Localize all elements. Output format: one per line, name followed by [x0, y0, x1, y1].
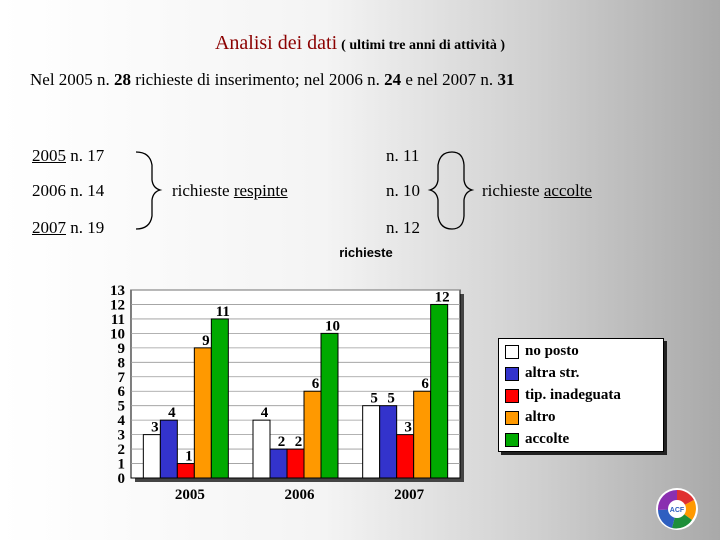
- accolte-row-2007: n. 12: [386, 218, 420, 237]
- legend-item: altra str.: [505, 365, 579, 382]
- accolte-row-2006: n. 10: [386, 181, 420, 200]
- respinte-label-word: respinte: [233, 181, 288, 200]
- bar-value-label: 9: [202, 333, 210, 349]
- brace-accolte-right: [451, 151, 475, 230]
- chart-legend: no posto altra str. tip. inadeguata altro ac…: [498, 338, 664, 452]
- brace-respinte: [135, 151, 163, 230]
- respinte-year: 2005: [32, 146, 66, 165]
- legend-item: accolte: [505, 431, 569, 448]
- summary-part-1: Nel 2005 n.: [30, 70, 115, 89]
- legend-item: altro: [505, 409, 556, 426]
- title-sub: ( ultimi tre anni di attività ): [341, 38, 506, 53]
- legend-swatch: [505, 344, 519, 359]
- legend-swatch: [505, 366, 519, 381]
- legend-label: altro: [525, 409, 556, 425]
- bar-2006-1: [269, 448, 288, 479]
- bar-value-label: 1: [185, 449, 193, 465]
- bar-2005-1: [159, 419, 178, 479]
- legend-label: no posto: [525, 343, 579, 359]
- summary-part-2: richieste di inserimento; nel 2006 n.: [131, 70, 385, 89]
- title-main: Analisi dei dati: [214, 32, 338, 54]
- legend-swatch: [505, 388, 519, 403]
- bar-2006-4: [320, 332, 339, 479]
- bar-2007-1: [379, 405, 398, 479]
- summary-count-2005: 28: [114, 70, 132, 89]
- bar-2007-0: [362, 405, 381, 479]
- bar-value-label: 3: [404, 420, 412, 436]
- y-tick-label: 8: [118, 355, 126, 371]
- x-tick-label-2005: 2005: [175, 487, 205, 503]
- bar-2006-2: [286, 448, 305, 479]
- summary-line: Nel 2005 n. 28 richieste di inserimento;…: [30, 70, 514, 90]
- y-tick-label: 11: [111, 312, 125, 328]
- y-tick-label: 0: [118, 471, 126, 487]
- respinte-label: richieste respinte: [172, 181, 288, 201]
- bar-2005-4: [210, 318, 229, 479]
- summary-count-2007: 31: [497, 70, 515, 89]
- bar-value-label: 2: [295, 434, 303, 450]
- y-tick-label: 7: [118, 370, 126, 386]
- summary-part-3: e nel 2007 n.: [401, 70, 498, 89]
- y-tick-label: 3: [118, 428, 126, 444]
- page-title: Analisi dei dati ( ultimi tre anni di at…: [0, 32, 720, 55]
- bar-value-label: 5: [387, 391, 395, 407]
- bar-2006-0: [252, 419, 271, 479]
- bar-value-label: 6: [421, 376, 429, 392]
- legend-label: accolte: [525, 431, 570, 447]
- y-tick-label: 4: [118, 413, 126, 429]
- accolte-label: richieste accolte: [482, 181, 592, 201]
- bar-value-label: 6: [312, 376, 320, 392]
- respinte-label-prefix: richieste: [172, 181, 234, 200]
- y-tick-label: 12: [110, 297, 125, 313]
- brace-accolte-left: [427, 151, 453, 230]
- respinte-year: 2006: [32, 181, 66, 200]
- bar-value-label: 10: [325, 318, 340, 334]
- bar-2005-2: [176, 463, 195, 479]
- legend-item: no posto: [505, 343, 579, 360]
- bar-value-label: 5: [370, 391, 378, 407]
- x-tick-label-2007: 2007: [394, 487, 425, 503]
- x-tick-label-2006: 2006: [285, 487, 316, 503]
- respinte-row-2005: 2005 n. 17: [32, 146, 104, 166]
- y-tick-label: 6: [118, 384, 126, 400]
- legend-swatch: [505, 410, 519, 425]
- y-tick-label: 10: [110, 326, 125, 342]
- acf-logo: ACF: [656, 488, 698, 530]
- bar-value-label: 4: [168, 405, 176, 421]
- logo-text: ACF: [670, 507, 685, 514]
- chart-title: richieste: [339, 245, 392, 260]
- legend-swatch: [505, 432, 519, 447]
- y-tick-label: 2: [118, 442, 126, 458]
- respinte-value: n. 19: [66, 218, 105, 237]
- y-tick-label: 9: [118, 341, 126, 357]
- bar-value-label: 11: [216, 304, 230, 320]
- bar-2007-4: [430, 303, 449, 479]
- bar-value-label: 3: [151, 420, 159, 436]
- legend-label: altra str.: [525, 365, 580, 381]
- bar-value-label: 4: [261, 405, 269, 421]
- legend-item: tip. inadeguata: [505, 387, 621, 404]
- respinte-value: n. 17: [66, 146, 105, 165]
- bar-2007-3: [413, 390, 432, 479]
- accolte-label-prefix: richieste: [482, 181, 544, 200]
- y-tick-label: 5: [118, 399, 126, 415]
- bar-2005-0: [142, 434, 161, 479]
- bar-2007-2: [396, 434, 415, 479]
- respinte-year: 2007: [32, 218, 66, 237]
- respinte-row-2006: 2006 n. 14: [32, 181, 104, 201]
- bar-value-label: 2: [278, 434, 286, 450]
- respinte-value: n. 14: [66, 181, 105, 200]
- y-tick-label: 1: [118, 457, 126, 473]
- legend-label: tip. inadeguata: [525, 387, 621, 403]
- accolte-row-2005: n. 11: [386, 146, 420, 165]
- respinte-row-2007: 2007 n. 19: [32, 218, 104, 238]
- y-tick-label: 13: [110, 283, 125, 299]
- summary-count-2006: 24: [384, 70, 402, 89]
- bar-value-label: 12: [435, 289, 450, 305]
- bar-2005-3: [193, 347, 212, 479]
- bar-2006-3: [303, 390, 322, 479]
- accolte-label-word: accolte: [543, 181, 592, 200]
